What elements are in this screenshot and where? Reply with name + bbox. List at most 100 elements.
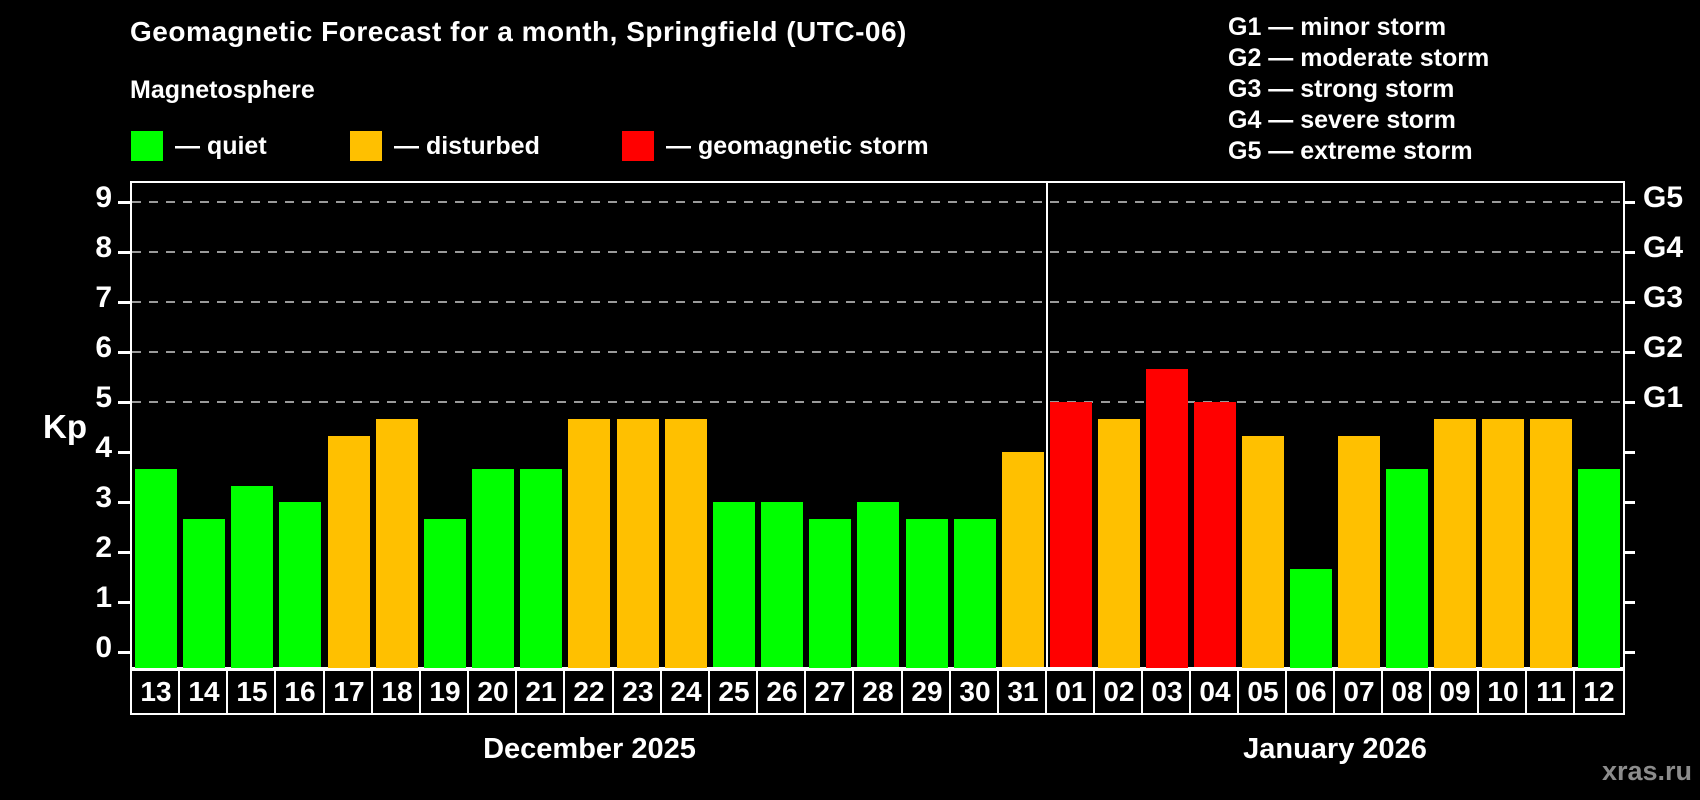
date-box-13: 13 [130,669,182,715]
disturbed-swatch [350,131,382,161]
page-title: Geomagnetic Forecast for a month, Spring… [130,16,907,47]
date-box-08: 08 [1381,669,1433,715]
g-axis-label-g2: G2 [1643,331,1684,364]
date-box-21: 21 [515,669,567,715]
y-tick-label-8: 8 [95,231,112,264]
date-box-27: 27 [804,669,856,715]
kp-bar-december-25 [713,502,755,667]
y-tick-label-9: 9 [95,181,112,214]
month-label-january: January 2026 [1243,733,1427,765]
date-box-10: 10 [1477,669,1529,715]
kp-bar-january-04 [1194,402,1236,667]
legend-label-quiet: — quiet [175,132,267,160]
kp-bar-january-11 [1530,419,1572,668]
date-box-11: 11 [1525,669,1577,715]
y-tick-label-1: 1 [95,581,112,614]
date-box-03: 03 [1141,669,1193,715]
date-box-05: 05 [1237,669,1289,715]
date-box-30: 30 [949,669,1001,715]
kp-bar-january-06 [1290,569,1332,668]
legend-item-disturbed: — disturbed [350,131,650,163]
watermark: xras.ru [1601,756,1692,786]
kp-bar-december-30 [954,519,996,668]
kp-bar-december-24 [665,419,707,668]
gridline-kp6 [132,351,1623,353]
right-tick-4 [1623,451,1635,454]
left-tick-9 [118,201,130,204]
left-tick-1 [118,601,130,604]
legend-label-disturbed: — disturbed [394,132,540,160]
right-tick-6 [1623,351,1635,354]
date-box-09: 09 [1429,669,1481,715]
date-box-23: 23 [612,669,664,715]
g-legend-line-2: G2 — moderate storm [1228,44,1490,72]
month-label-december: December 2025 [483,733,696,765]
kp-bar-december-20 [472,469,514,668]
kp-bar-january-01 [1050,402,1092,667]
date-box-17: 17 [323,669,375,715]
y-tick-label-2: 2 [95,531,112,564]
kp-bar-january-08 [1386,469,1428,668]
kp-bar-december-13 [135,469,177,668]
g-legend-line-3: G3 — strong storm [1228,75,1455,103]
kp-bar-january-09 [1434,419,1476,668]
legend-item-quiet: — quiet [131,131,431,163]
g-legend-line-4: G4 — severe storm [1228,106,1456,134]
kp-bar-december-16 [279,502,321,667]
date-box-07: 07 [1333,669,1385,715]
legend-item-storm: — geomagnetic storm [622,131,929,163]
magnetosphere-subtitle: Magnetosphere [130,76,315,104]
date-box-04: 04 [1189,669,1241,715]
date-box-18: 18 [371,669,423,715]
y-axis-title: Kp [43,408,87,445]
date-box-16: 16 [274,669,326,715]
right-tick-3 [1623,501,1635,504]
g-legend-line-1: G1 — minor storm [1228,13,1447,41]
kp-bar-december-23 [617,419,659,668]
date-box-25: 25 [708,669,760,715]
date-box-15: 15 [226,669,278,715]
y-tick-label-0: 0 [95,631,112,664]
kp-bar-december-31 [1002,452,1044,667]
kp-bar-december-19 [424,519,466,668]
y-tick-label-3: 3 [95,481,112,514]
date-box-12: 12 [1573,669,1625,715]
gridline-kp5 [132,401,1623,403]
quiet-swatch [131,131,163,161]
kp-bar-january-02 [1098,419,1140,668]
date-box-24: 24 [660,669,712,715]
left-tick-8 [118,251,130,254]
kp-bar-december-21 [520,469,562,668]
kp-bar-january-07 [1338,436,1380,668]
date-box-28: 28 [852,669,904,715]
gridline-kp7 [132,301,1623,303]
date-box-14: 14 [178,669,230,715]
kp-bar-january-03 [1146,369,1188,668]
storm-swatch [622,131,654,161]
right-tick-5 [1623,401,1635,404]
right-tick-9 [1623,201,1635,204]
date-box-26: 26 [756,669,808,715]
left-tick-2 [118,551,130,554]
kp-bar-january-12 [1578,469,1620,668]
y-tick-label-4: 4 [95,431,112,464]
gridline-kp9 [132,201,1623,203]
date-box-20: 20 [467,669,519,715]
date-box-06: 06 [1285,669,1337,715]
left-tick-4 [118,451,130,454]
kp-bar-december-29 [906,519,948,668]
kp-bar-december-15 [231,486,273,668]
right-tick-2 [1623,551,1635,554]
left-tick-6 [118,351,130,354]
kp-bar-december-17 [328,436,370,668]
legend-label-storm: — geomagnetic storm [666,132,929,160]
g-legend-line-5: G5 — extreme storm [1228,137,1473,165]
kp-bar-january-10 [1482,419,1524,668]
month-separator-line [1046,183,1048,667]
date-box-31: 31 [997,669,1049,715]
kp-bar-december-18 [376,419,418,668]
kp-bar-december-28 [857,502,899,667]
y-tick-label-6: 6 [95,331,112,364]
date-box-22: 22 [563,669,615,715]
